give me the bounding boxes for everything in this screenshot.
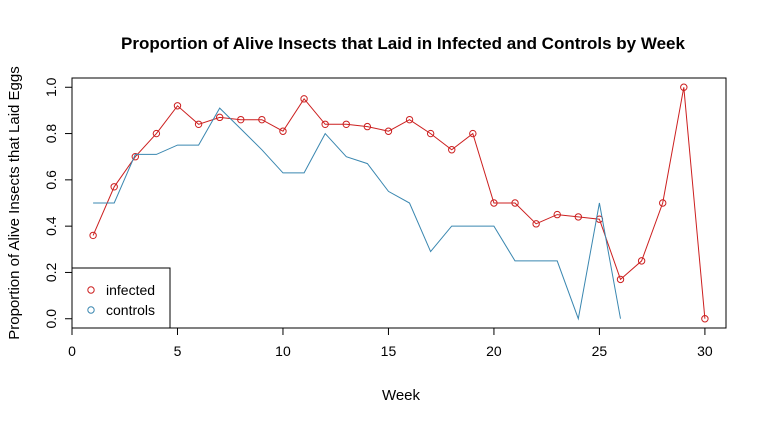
point-infected xyxy=(321,120,329,128)
point-infected xyxy=(426,129,435,138)
y-axis-label: Proportion of Alive Insects that Laid Eg… xyxy=(6,66,23,340)
point-infected xyxy=(659,199,667,207)
point-infected xyxy=(701,315,709,323)
x-tick-label: 15 xyxy=(381,343,397,359)
point-infected xyxy=(469,129,477,138)
y-tick-label: 0.4 xyxy=(43,216,59,236)
point-infected xyxy=(490,199,498,207)
point-infected xyxy=(131,153,139,161)
point-infected xyxy=(152,129,161,138)
legend-box xyxy=(71,267,171,329)
point-infected xyxy=(279,127,287,135)
point-infected xyxy=(300,95,308,103)
x-tick-label: 5 xyxy=(174,343,182,359)
legend-controls-label: controls xyxy=(106,302,155,318)
point-infected xyxy=(448,146,456,154)
point-infected xyxy=(215,113,224,122)
x-tick-label: 25 xyxy=(592,343,608,359)
series-line-infected xyxy=(92,87,706,319)
point-infected xyxy=(405,115,414,124)
point-infected xyxy=(89,231,97,240)
x-tick-label: 20 xyxy=(486,343,502,359)
axes: 0 5 10 15 20 25 30 0.0 0.2 0.4 0.6 0.8 1.0 xyxy=(43,77,713,359)
point-infected xyxy=(637,257,646,265)
point-infected xyxy=(511,199,519,207)
point-infected xyxy=(342,120,350,128)
x-axis-label: Week xyxy=(382,387,421,404)
point-infected xyxy=(532,220,540,228)
legend-controls-marker xyxy=(87,306,95,314)
legend-infected-label: infected xyxy=(106,282,155,298)
y-tick-label: 0.0 xyxy=(43,309,59,329)
y-tick-label: 0.8 xyxy=(43,124,59,144)
point-infected xyxy=(194,120,203,128)
series-layer xyxy=(89,83,709,323)
point-infected xyxy=(616,275,625,284)
point-infected xyxy=(680,83,688,91)
point-infected xyxy=(384,127,393,135)
x-tick-label: 10 xyxy=(275,343,291,359)
y-tick-label: 0.2 xyxy=(43,263,59,283)
x-tick-label: 0 xyxy=(68,343,76,359)
chart-title: Proportion of Alive Insects that Laid in… xyxy=(121,34,685,53)
x-tick-label: 30 xyxy=(697,343,713,359)
y-tick-label: 0.6 xyxy=(43,170,59,190)
legend-infected-marker xyxy=(87,286,95,294)
legend: infected controls xyxy=(71,267,171,329)
point-infected xyxy=(237,115,245,124)
point-infected xyxy=(363,122,372,131)
point-infected xyxy=(553,210,561,219)
point-infected xyxy=(258,115,266,124)
point-infected xyxy=(173,102,182,110)
series-line-controls xyxy=(93,107,621,321)
point-infected xyxy=(574,213,583,221)
y-tick-label: 1.0 xyxy=(43,77,59,97)
point-infected xyxy=(110,183,118,191)
